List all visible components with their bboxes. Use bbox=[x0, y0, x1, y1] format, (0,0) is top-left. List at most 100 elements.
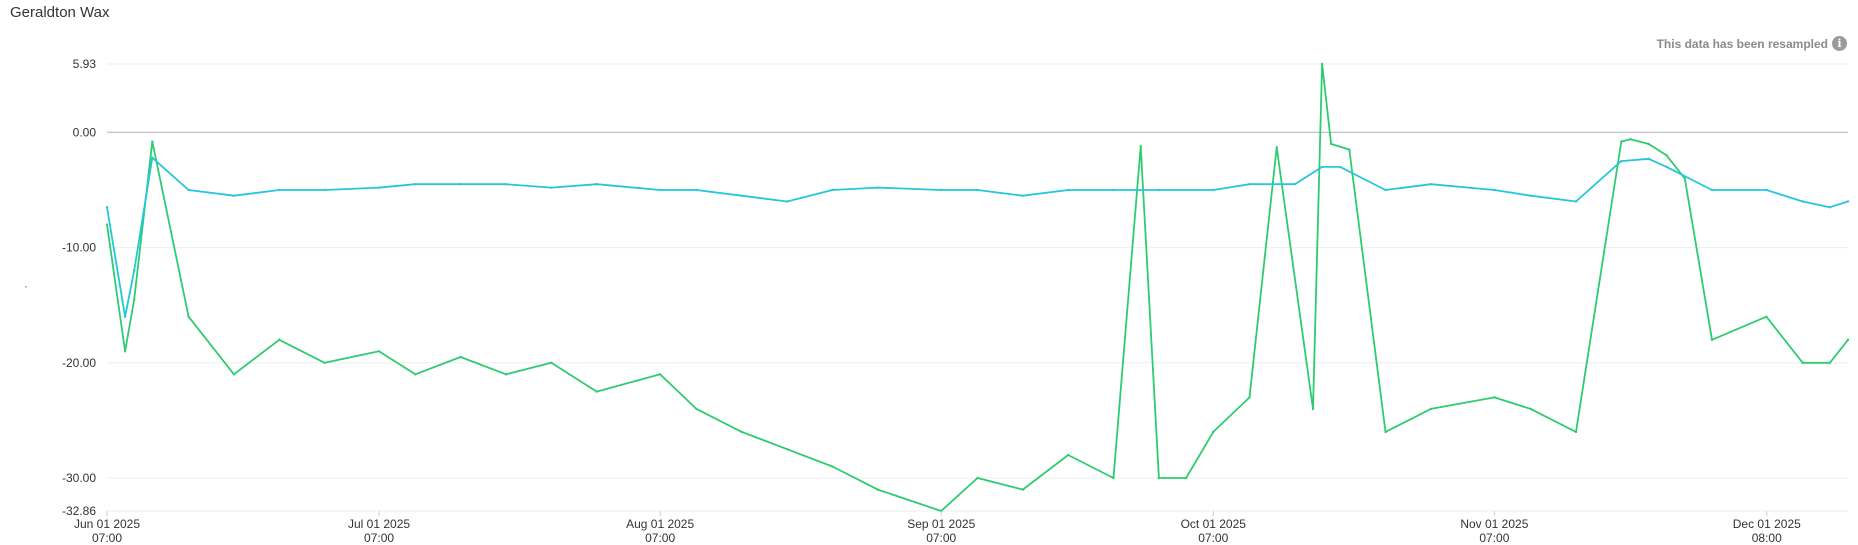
data-point bbox=[414, 373, 417, 376]
data-point bbox=[1647, 142, 1650, 146]
x-tick-label-time: 07:00 bbox=[1198, 531, 1228, 545]
x-tick-label: Nov 01 2025 bbox=[1460, 517, 1528, 531]
data-point bbox=[658, 373, 662, 376]
data-point bbox=[976, 188, 979, 192]
data-point bbox=[123, 315, 127, 318]
data-point bbox=[1574, 200, 1578, 203]
data-point bbox=[1248, 396, 1251, 399]
data-point bbox=[1212, 188, 1215, 192]
x-tick-label: Sep 01 2025 bbox=[907, 517, 975, 531]
data-point bbox=[1157, 188, 1161, 192]
data-point bbox=[1765, 188, 1768, 192]
x-tick-label: Oct 01 2025 bbox=[1181, 517, 1247, 531]
data-point bbox=[976, 476, 979, 480]
data-point bbox=[1429, 407, 1433, 411]
data-point bbox=[377, 186, 381, 189]
resample-text: This data has been resampled bbox=[1656, 36, 1828, 51]
series-line-1 bbox=[106, 63, 1849, 512]
data-point bbox=[1828, 361, 1832, 365]
x-tick-label: Dec 01 2025 bbox=[1733, 517, 1801, 531]
data-point bbox=[595, 182, 598, 186]
data-point bbox=[1112, 188, 1115, 192]
x-tick-label: Jun 01 2025 bbox=[74, 517, 140, 531]
x-tick-label: Aug 01 2025 bbox=[626, 517, 694, 531]
x-tick-label-time: 07:00 bbox=[645, 531, 675, 545]
data-point bbox=[1710, 338, 1714, 341]
data-point bbox=[187, 188, 190, 192]
data-point bbox=[1066, 453, 1070, 457]
data-point bbox=[1184, 476, 1188, 480]
data-point bbox=[1647, 157, 1650, 161]
data-point bbox=[1139, 144, 1142, 148]
data-point bbox=[831, 465, 834, 468]
data-point bbox=[658, 188, 662, 192]
data-point bbox=[740, 430, 743, 434]
data-point bbox=[1021, 488, 1025, 491]
data-point bbox=[1311, 407, 1315, 411]
data-point bbox=[123, 350, 127, 353]
x-tick-label-time: 07:00 bbox=[364, 531, 394, 545]
series-line-2 bbox=[106, 156, 1849, 318]
x-tick-label-time: 07:00 bbox=[926, 531, 956, 545]
data-point bbox=[1248, 182, 1251, 186]
data-point bbox=[1529, 194, 1532, 197]
y-axis-mark: · bbox=[24, 279, 28, 293]
data-point bbox=[1293, 182, 1297, 186]
data-point bbox=[1157, 476, 1161, 480]
y-tick-label: -10.00 bbox=[62, 241, 96, 255]
gridlines bbox=[107, 63, 1848, 512]
data-point bbox=[1329, 142, 1333, 146]
data-point bbox=[785, 448, 789, 451]
data-point bbox=[1493, 188, 1496, 192]
data-point bbox=[1710, 188, 1714, 192]
data-point bbox=[876, 488, 879, 491]
data-point bbox=[1846, 200, 1850, 203]
resample-note: This data has been resampled i bbox=[1657, 36, 1847, 51]
data-point bbox=[414, 182, 417, 186]
y-tick-label: -20.00 bbox=[62, 356, 96, 370]
series-layer bbox=[105, 62, 1850, 513]
x-tick-label-time: 08:00 bbox=[1752, 531, 1782, 545]
data-point bbox=[133, 298, 136, 301]
data-point bbox=[1384, 188, 1387, 192]
data-point bbox=[1828, 206, 1832, 209]
data-point bbox=[1683, 177, 1686, 180]
data-point bbox=[1620, 159, 1623, 163]
info-icon[interactable]: i bbox=[1832, 36, 1847, 51]
data-point bbox=[695, 188, 698, 192]
data-point bbox=[550, 186, 553, 189]
data-point bbox=[1429, 182, 1433, 186]
x-tick-label-time: 07:00 bbox=[92, 531, 122, 545]
data-point bbox=[504, 373, 508, 376]
x-tick-label-time: 07:00 bbox=[1479, 531, 1509, 545]
data-point bbox=[1493, 396, 1496, 399]
data-point bbox=[377, 350, 381, 353]
data-point bbox=[1066, 188, 1070, 192]
data-point bbox=[1320, 62, 1324, 66]
data-point bbox=[323, 361, 326, 365]
data-point bbox=[1384, 430, 1387, 434]
data-point bbox=[187, 315, 190, 318]
data-point bbox=[831, 188, 834, 192]
data-point bbox=[1529, 407, 1532, 411]
data-point bbox=[1801, 361, 1804, 365]
data-point bbox=[1348, 148, 1351, 151]
data-point bbox=[105, 223, 109, 226]
data-point bbox=[105, 206, 109, 209]
data-point bbox=[133, 269, 136, 272]
data-point bbox=[232, 194, 236, 197]
data-point bbox=[1339, 165, 1342, 169]
data-point bbox=[1846, 338, 1850, 341]
data-point bbox=[1574, 430, 1578, 434]
data-point bbox=[278, 338, 281, 341]
data-point bbox=[595, 390, 598, 393]
chart-title: Geraldton Wax bbox=[10, 4, 110, 21]
y-axis: 5.93 0.00 -10.00 -20.00 -30.00 -32.86 bbox=[62, 57, 96, 518]
x-tick-label: Jul 01 2025 bbox=[348, 517, 410, 531]
data-point bbox=[740, 194, 743, 197]
data-point bbox=[323, 188, 326, 192]
data-point bbox=[1320, 165, 1324, 169]
data-point bbox=[504, 182, 508, 186]
data-point bbox=[1629, 138, 1632, 141]
